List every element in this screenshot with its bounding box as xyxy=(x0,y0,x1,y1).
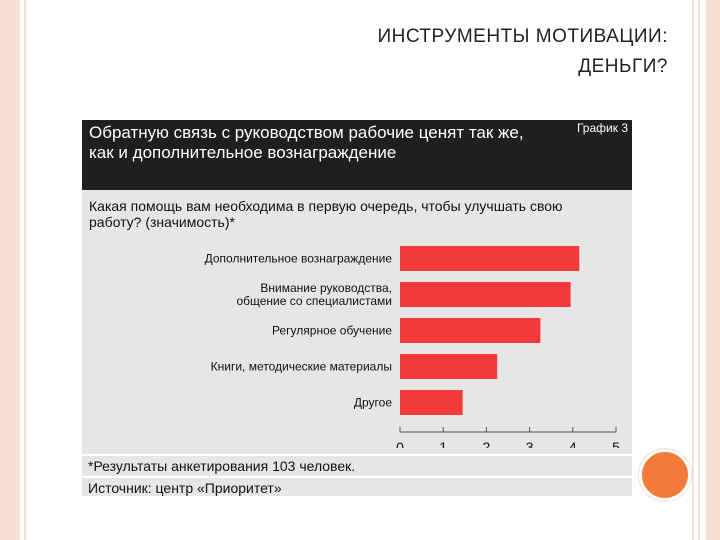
category-label: Внимание руководства, xyxy=(260,281,392,295)
bar xyxy=(400,246,580,271)
left-decor-band xyxy=(0,0,20,540)
slide-title-line-2: ДЕНЬГИ? xyxy=(578,56,668,77)
category-label: общение со специалистами xyxy=(236,294,392,308)
slide-title-line-1: ИНСТРУМЕНТЫ МОТИВАЦИИ: xyxy=(377,26,668,47)
chart-question: Какая помощь вам необходима в первую оче… xyxy=(89,198,563,230)
bar xyxy=(400,354,498,379)
category-label: Дополнительное вознаграждение xyxy=(205,252,393,266)
bar xyxy=(400,282,571,307)
bar xyxy=(400,390,463,415)
right-decor-band xyxy=(706,0,720,540)
figure-heading: Обратную связь с руководством рабочие це… xyxy=(89,123,524,162)
x-tick-label: 1 xyxy=(439,439,447,448)
source-note: Источник: центр «Приоритет» xyxy=(88,480,282,496)
category-label: Регулярное обучение xyxy=(272,324,392,338)
x-tick-label: 5 xyxy=(612,439,620,448)
divider xyxy=(82,476,632,478)
divider xyxy=(82,454,632,456)
x-tick-label: 4 xyxy=(569,439,577,448)
decorative-circle xyxy=(639,449,691,501)
right-decor-line xyxy=(698,0,700,540)
category-label: Другое xyxy=(354,396,392,410)
chart-figure: Обратную связь с руководством рабочие це… xyxy=(82,120,632,496)
figure-badge: График 3 xyxy=(576,121,628,135)
x-tick-label: 3 xyxy=(526,439,534,448)
right-decor-line xyxy=(692,0,694,540)
left-decor-line xyxy=(24,0,26,540)
footnote: *Результаты анкетирования 103 человек. xyxy=(88,458,356,474)
bar xyxy=(400,318,541,343)
figure-header: Обратную связь с руководством рабочие це… xyxy=(82,120,632,190)
x-tick-label: 0 xyxy=(396,439,404,448)
category-label: Книги, методические материалы xyxy=(211,360,392,374)
bar-chart: 0 1 2 3 4 5 Дополнительное вознаграждение Внима… xyxy=(205,246,620,448)
slide-title: ИНСТРУМЕНТЫ МОТИВАЦИИ: ДЕНЬГИ? xyxy=(248,22,668,82)
x-tick-label: 2 xyxy=(483,439,491,448)
